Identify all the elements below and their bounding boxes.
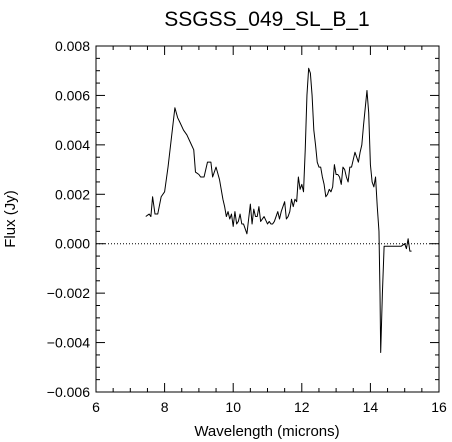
x-tick-label: 6 <box>92 399 100 415</box>
plot-frame <box>95 45 440 393</box>
x-axis-label: Wavelength (microns) <box>194 423 339 440</box>
x-tick-label: 12 <box>294 399 310 415</box>
x-tick-label: 14 <box>363 399 379 415</box>
y-tick-label: 0.002 <box>55 186 90 202</box>
y-tick-label: 0.000 <box>55 236 90 252</box>
plot-area <box>96 67 439 353</box>
y-tick-label: −0.006 <box>47 384 90 400</box>
x-tick-label: 10 <box>225 399 241 415</box>
x-tick-label: 8 <box>161 399 169 415</box>
series-line-0 <box>145 67 412 353</box>
chart-title: SSGSS_049_SL_B_1 <box>164 8 370 31</box>
y-tick-label: 0.006 <box>55 87 90 103</box>
y-axis-label: Flux (Jy) <box>2 190 19 248</box>
y-tick-label: −0.002 <box>47 285 90 301</box>
axis-ticks: 6 8 10 12 14 16 0.008 0.006 0.004 0.002 0.000 −0.00… <box>47 38 447 415</box>
y-tick-label: 0.004 <box>55 137 90 153</box>
y-tick-label: 0.008 <box>55 38 90 54</box>
y-tick-label: −0.004 <box>47 335 90 351</box>
x-tick-label: 16 <box>431 399 447 415</box>
